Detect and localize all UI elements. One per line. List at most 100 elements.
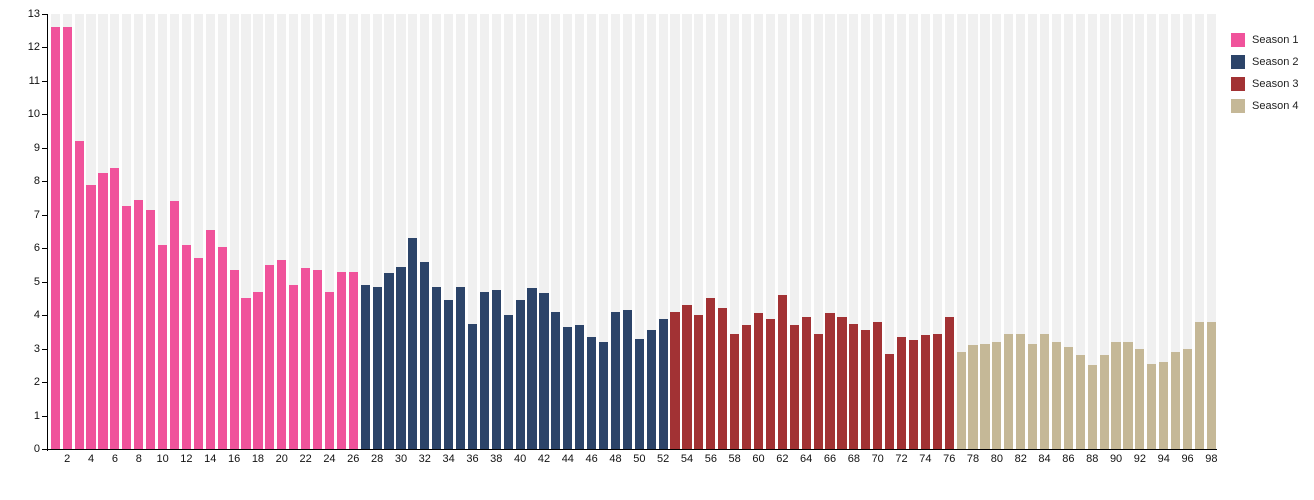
bar-episode-69-season-3[interactable] <box>861 330 871 449</box>
bar-episode-73-season-3[interactable] <box>908 340 918 449</box>
bar-episode-76-season-3[interactable] <box>944 316 954 449</box>
bar-episode-5-season-1[interactable] <box>98 172 108 449</box>
bar-episode-80-season-4[interactable] <box>992 341 1002 449</box>
bar-episode-82-season-4[interactable] <box>1016 333 1026 449</box>
bar-episode-98-season-4[interactable] <box>1206 321 1216 449</box>
bar-episode-27-season-2[interactable] <box>360 285 370 449</box>
bar-episode-90-season-4[interactable] <box>1111 341 1121 449</box>
bar-episode-51-season-2[interactable] <box>646 330 656 449</box>
bar-episode-54-season-3[interactable] <box>682 305 692 449</box>
bar-episode-67-season-3[interactable] <box>837 316 847 449</box>
bar-episode-16-season-1[interactable] <box>229 269 239 449</box>
bar-episode-15-season-1[interactable] <box>217 246 227 449</box>
bar-episode-84-season-4[interactable] <box>1039 333 1050 449</box>
bar-episode-41-season-2[interactable] <box>527 288 537 449</box>
legend-item-season-1[interactable]: Season 1 <box>1231 32 1298 48</box>
bar-episode-62-season-3[interactable] <box>777 295 787 449</box>
bar-episode-37-season-2[interactable] <box>479 291 489 449</box>
bar-episode-83-season-4[interactable] <box>1028 343 1038 449</box>
bar-episode-91-season-4[interactable] <box>1123 341 1133 449</box>
bar-episode-21-season-1[interactable] <box>289 285 299 449</box>
bar-episode-34-season-2[interactable] <box>444 300 454 449</box>
bar-episode-94-season-4[interactable] <box>1159 362 1169 449</box>
bar-episode-35-season-2[interactable] <box>455 286 466 449</box>
bar-episode-79-season-4[interactable] <box>980 343 990 449</box>
bar-episode-26-season-1[interactable] <box>348 271 358 449</box>
bar-episode-45-season-2[interactable] <box>575 325 585 449</box>
bar-episode-12-season-1[interactable] <box>181 244 191 449</box>
bar-episode-72-season-3[interactable] <box>896 336 907 449</box>
legend-item-season-4[interactable]: Season 4 <box>1231 98 1298 114</box>
bar-episode-92-season-4[interactable] <box>1135 348 1145 449</box>
bar-episode-3-season-1[interactable] <box>74 141 84 449</box>
legend-item-season-2[interactable]: Season 2 <box>1231 54 1298 70</box>
bar-episode-89-season-4[interactable] <box>1099 355 1109 449</box>
bar-episode-85-season-4[interactable] <box>1051 341 1062 449</box>
bar-episode-14-season-1[interactable] <box>205 229 215 449</box>
bar-episode-58-season-3[interactable] <box>730 333 740 449</box>
bar-episode-7-season-1[interactable] <box>122 206 132 449</box>
bar-episode-68-season-3[interactable] <box>849 323 859 449</box>
bar-episode-57-season-3[interactable] <box>718 308 728 449</box>
bar-episode-75-season-3[interactable] <box>932 333 942 449</box>
bar-episode-6-season-1[interactable] <box>110 167 120 449</box>
bar-episode-25-season-1[interactable] <box>336 271 346 449</box>
bar-episode-44-season-2[interactable] <box>563 326 573 449</box>
bar-episode-31-season-2[interactable] <box>408 238 418 449</box>
bar-episode-88-season-4[interactable] <box>1087 365 1097 449</box>
bar-episode-50-season-2[interactable] <box>634 338 644 449</box>
bar-episode-39-season-2[interactable] <box>503 315 513 449</box>
bar-episode-96-season-4[interactable] <box>1182 348 1193 449</box>
bar-episode-23-season-1[interactable] <box>312 269 323 449</box>
bar-episode-18-season-1[interactable] <box>253 291 263 449</box>
bar-episode-47-season-2[interactable] <box>598 341 609 449</box>
bar-episode-78-season-4[interactable] <box>968 345 978 449</box>
bar-episode-19-season-1[interactable] <box>265 264 275 449</box>
bar-episode-52-season-2[interactable] <box>658 318 668 449</box>
bar-episode-49-season-2[interactable] <box>622 310 632 449</box>
bar-episode-38-season-2[interactable] <box>491 290 501 449</box>
bar-episode-24-season-1[interactable] <box>324 291 334 449</box>
bar-episode-93-season-4[interactable] <box>1147 363 1157 449</box>
bar-episode-4-season-1[interactable] <box>86 184 96 449</box>
bar-episode-30-season-2[interactable] <box>396 266 406 449</box>
bar-episode-97-season-4[interactable] <box>1194 321 1205 449</box>
legend-item-season-3[interactable]: Season 3 <box>1231 76 1298 92</box>
bar-episode-70-season-3[interactable] <box>873 321 883 449</box>
bar-episode-20-season-1[interactable] <box>277 259 287 449</box>
bar-episode-22-season-1[interactable] <box>301 268 311 449</box>
bar-episode-8-season-1[interactable] <box>134 199 144 449</box>
bar-episode-33-season-2[interactable] <box>432 286 442 449</box>
bar-episode-65-season-3[interactable] <box>813 333 823 449</box>
bar-episode-56-season-3[interactable] <box>706 298 716 449</box>
bar-episode-1-season-1[interactable] <box>50 27 60 449</box>
bar-episode-63-season-3[interactable] <box>789 325 799 449</box>
bar-episode-48-season-2[interactable] <box>610 311 621 449</box>
bar-episode-36-season-2[interactable] <box>467 323 478 449</box>
bar-episode-28-season-2[interactable] <box>372 286 382 449</box>
bar-episode-13-season-1[interactable] <box>193 258 203 449</box>
bar-episode-17-season-1[interactable] <box>241 298 251 449</box>
bar-episode-74-season-3[interactable] <box>920 335 930 449</box>
bar-episode-61-season-3[interactable] <box>765 318 775 449</box>
bar-episode-64-season-3[interactable] <box>801 316 811 449</box>
bar-episode-77-season-4[interactable] <box>956 351 966 449</box>
bar-episode-11-season-1[interactable] <box>169 201 180 449</box>
bar-episode-10-season-1[interactable] <box>157 244 168 449</box>
bar-episode-66-season-3[interactable] <box>825 313 835 449</box>
bar-episode-55-season-3[interactable] <box>694 315 704 449</box>
bar-episode-29-season-2[interactable] <box>384 273 394 449</box>
bar-episode-43-season-2[interactable] <box>551 311 561 449</box>
bar-episode-40-season-2[interactable] <box>515 300 525 449</box>
bar-episode-9-season-1[interactable] <box>146 209 156 449</box>
bar-episode-81-season-4[interactable] <box>1004 333 1014 449</box>
bar-episode-2-season-1[interactable] <box>62 27 72 449</box>
bar-episode-59-season-3[interactable] <box>741 325 752 449</box>
bar-episode-60-season-3[interactable] <box>753 313 764 449</box>
bar-episode-53-season-3[interactable] <box>670 311 680 449</box>
bar-episode-32-season-2[interactable] <box>420 261 430 449</box>
bar-episode-95-season-4[interactable] <box>1171 351 1181 449</box>
bar-episode-42-season-2[interactable] <box>539 293 549 449</box>
bar-episode-71-season-3[interactable] <box>885 353 895 449</box>
bar-episode-86-season-4[interactable] <box>1063 346 1073 449</box>
